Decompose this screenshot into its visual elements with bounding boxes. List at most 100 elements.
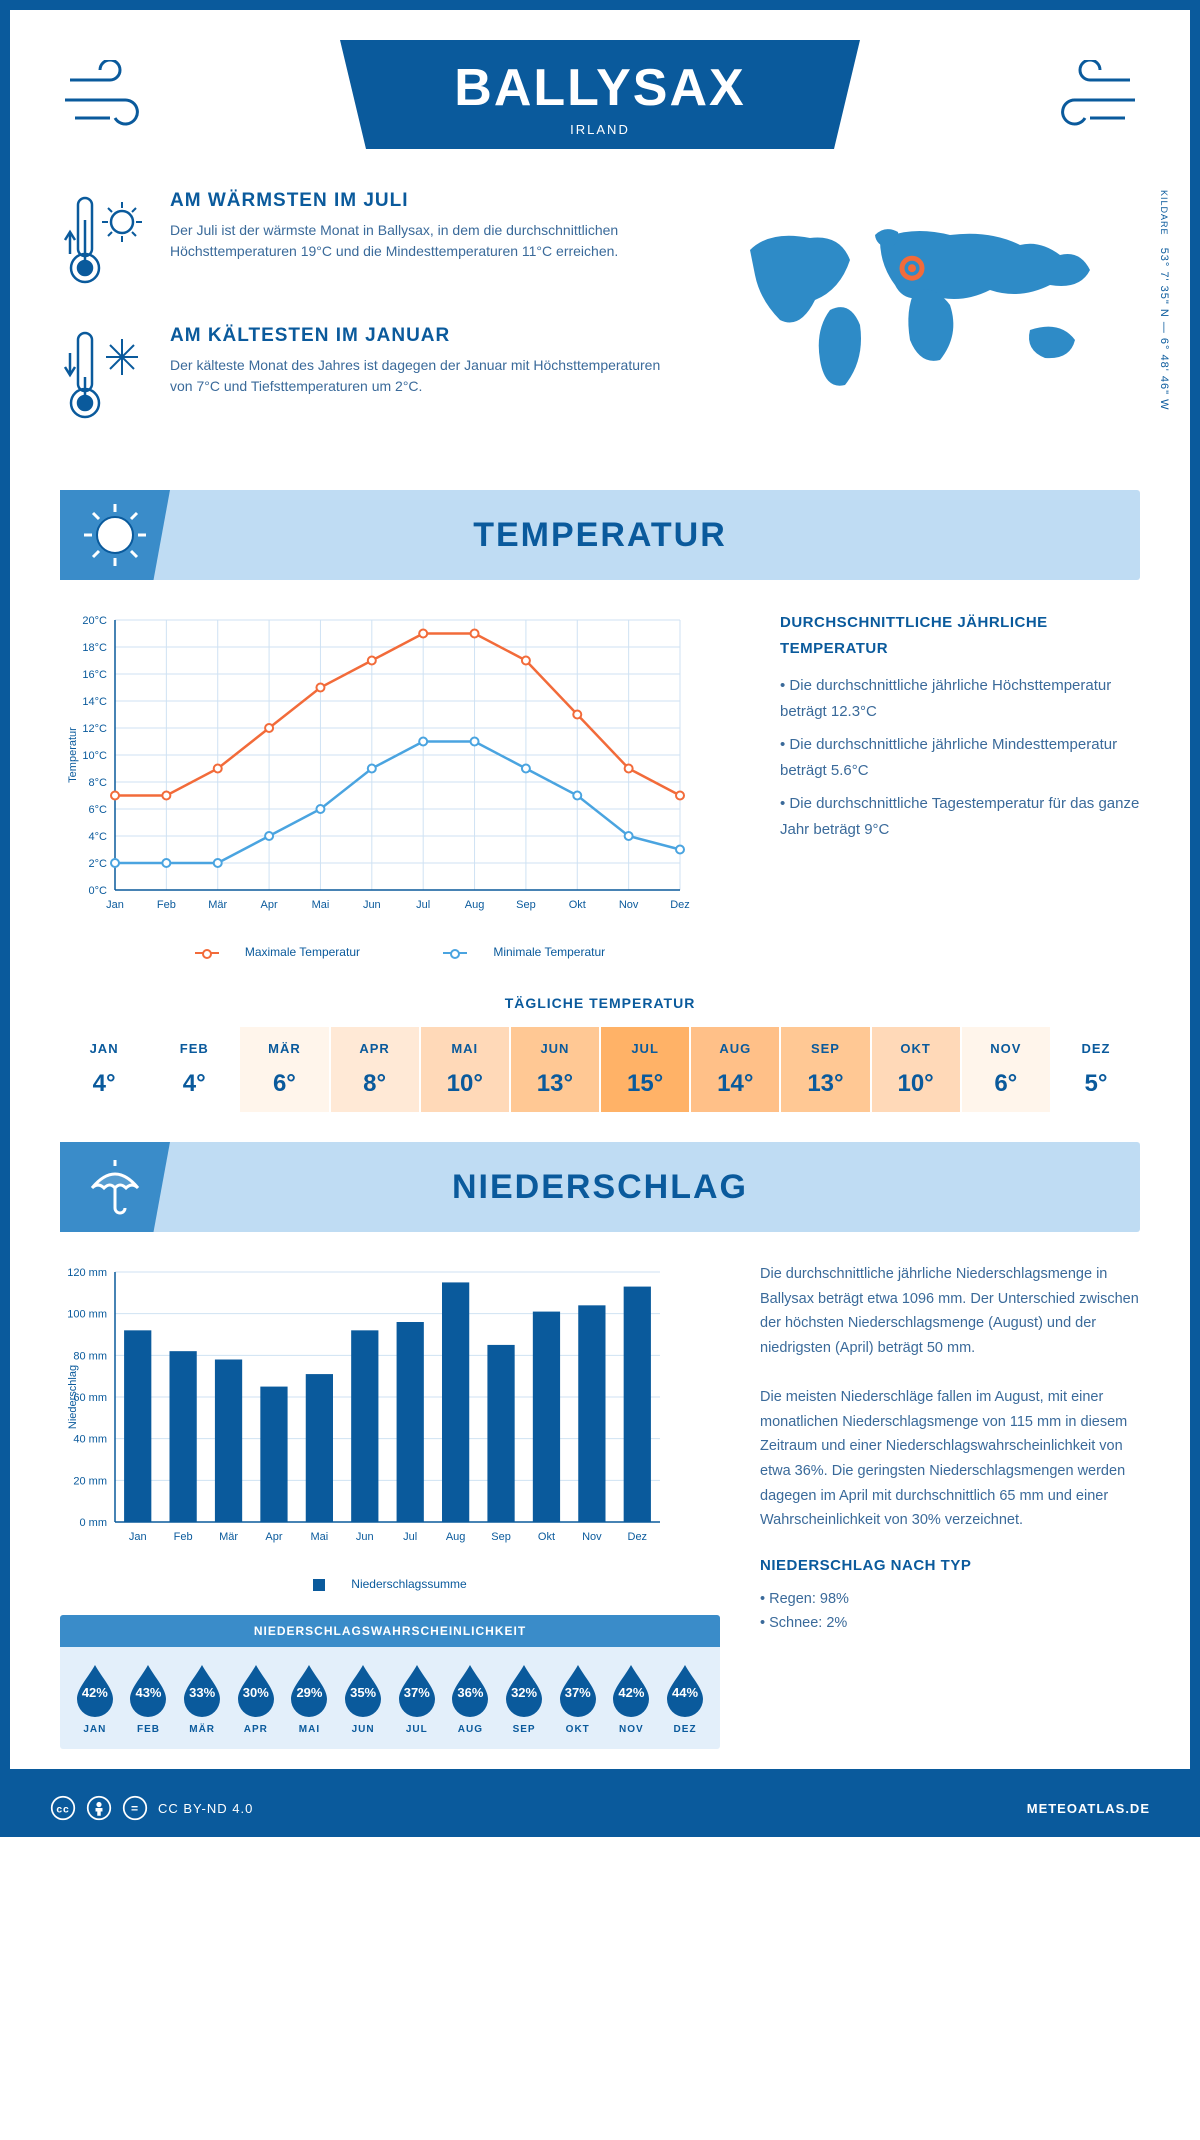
svg-text:Aug: Aug xyxy=(446,1531,466,1543)
probability-drop: 35%JUN xyxy=(340,1661,386,1735)
svg-text:80 mm: 80 mm xyxy=(73,1350,107,1362)
daily-cell: APR8° xyxy=(331,1027,421,1112)
coordinates: KILDARE 53° 7' 35" N — 6° 48' 46" W xyxy=(1158,190,1170,410)
warmest-heading: AM WÄRMSTEN IM JULI xyxy=(170,190,680,212)
svg-text:Feb: Feb xyxy=(157,899,176,911)
svg-text:Niederschlag: Niederschlag xyxy=(67,1365,79,1429)
svg-text:20 mm: 20 mm xyxy=(73,1475,107,1487)
svg-text:40 mm: 40 mm xyxy=(73,1434,107,1446)
wind-icon xyxy=(1030,60,1140,145)
svg-text:12°C: 12°C xyxy=(82,723,107,735)
temperature-legend: Maximale Temperatur Minimale Temperatur xyxy=(60,945,740,959)
temperature-section-header: TEMPERATUR xyxy=(60,490,1140,580)
svg-text:Jan: Jan xyxy=(106,899,124,911)
coldest-body: Der kälteste Monat des Jahres ist dagege… xyxy=(170,355,680,397)
precipitation-section-header: NIEDERSCHLAG xyxy=(60,1142,1140,1232)
daily-cell: OKT10° xyxy=(872,1027,962,1112)
svg-text:Feb: Feb xyxy=(174,1531,193,1543)
probability-drop: 36%AUG xyxy=(447,1661,493,1735)
svg-text:Dez: Dez xyxy=(670,899,690,911)
daily-temp-title: TÄGLICHE TEMPERATUR xyxy=(60,995,1140,1011)
precipitation-info: Die durchschnittliche jährliche Niedersc… xyxy=(760,1262,1140,1636)
temperature-line-chart: 0°C 2°C 4°C 6°C 8°C 10°C 12°C 14°C 16°C 18°C 20°C J… xyxy=(60,610,740,959)
daily-cell: MAI10° xyxy=(421,1027,511,1112)
precipitation-legend: Niederschlagssumme xyxy=(60,1577,720,1591)
svg-text:Mai: Mai xyxy=(312,899,330,911)
probability-drop: 43%FEB xyxy=(125,1661,171,1735)
footer: cc = CC BY-ND 4.0 METEOATLAS.DE xyxy=(0,1779,1200,1837)
svg-text:18°C: 18°C xyxy=(82,642,107,654)
svg-text:Nov: Nov xyxy=(582,1531,602,1543)
svg-text:Aug: Aug xyxy=(465,899,485,911)
page-title: BALLYSAX xyxy=(340,58,860,118)
daily-cell: SEP13° xyxy=(781,1027,871,1112)
precipitation-probability-box: NIEDERSCHLAGSWAHRSCHEINLICHKEIT 42%JAN43… xyxy=(60,1615,720,1749)
site-name: METEOATLAS.DE xyxy=(1027,1801,1150,1816)
svg-text:16°C: 16°C xyxy=(82,669,107,681)
svg-text:cc: cc xyxy=(56,1804,69,1815)
svg-text:Jul: Jul xyxy=(416,899,430,911)
svg-text:0 mm: 0 mm xyxy=(80,1517,108,1529)
svg-text:Mär: Mär xyxy=(219,1531,238,1543)
svg-text:Mai: Mai xyxy=(311,1531,329,1543)
header: BALLYSAX IRLAND xyxy=(60,40,1140,170)
precipitation-bar-chart: 0 mm20 mm40 mm60 mm80 mm100 mm120 mmNied… xyxy=(60,1262,720,1591)
warmest-body: Der Juli ist der wärmste Monat in Ballys… xyxy=(170,220,680,262)
svg-text:8°C: 8°C xyxy=(89,777,108,789)
sun-icon xyxy=(60,490,170,580)
svg-text:Apr: Apr xyxy=(261,899,278,911)
svg-text:14°C: 14°C xyxy=(82,696,107,708)
svg-text:Okt: Okt xyxy=(538,1531,555,1543)
daily-cell: FEB4° xyxy=(150,1027,240,1112)
probability-drop: 33%MÄR xyxy=(179,1661,225,1735)
daily-cell: JUL15° xyxy=(601,1027,691,1112)
thermometer-hot-icon xyxy=(60,190,150,295)
probability-drop: 44%DEZ xyxy=(662,1661,708,1735)
probability-drop: 30%APR xyxy=(233,1661,279,1735)
probability-drop: 37%JUL xyxy=(394,1661,440,1735)
daily-cell: AUG14° xyxy=(691,1027,781,1112)
svg-text:Jan: Jan xyxy=(129,1531,147,1543)
world-map: KILDARE 53° 7' 35" N — 6° 48' 46" W xyxy=(720,190,1140,460)
svg-text:Apr: Apr xyxy=(265,1531,282,1543)
svg-text:Jul: Jul xyxy=(403,1531,417,1543)
svg-text:Sep: Sep xyxy=(516,899,536,911)
title-band: BALLYSAX IRLAND xyxy=(340,40,860,149)
svg-text:20°C: 20°C xyxy=(82,615,107,627)
probability-drop: 42%JAN xyxy=(72,1661,118,1735)
daily-cell: JAN4° xyxy=(60,1027,150,1112)
svg-text:Jun: Jun xyxy=(363,899,381,911)
probability-drop: 42%NOV xyxy=(608,1661,654,1735)
svg-text:Nov: Nov xyxy=(619,899,639,911)
daily-cell: NOV6° xyxy=(962,1027,1052,1112)
temperature-info: DURCHSCHNITTLICHE JÄHRLICHE TEMPERATUR •… xyxy=(780,610,1140,850)
coldest-heading: AM KÄLTESTEN IM JANUAR xyxy=(170,325,680,347)
svg-text:10°C: 10°C xyxy=(82,750,107,762)
svg-text:Sep: Sep xyxy=(491,1531,511,1543)
coldest-block: AM KÄLTESTEN IM JANUAR Der kälteste Mona… xyxy=(60,325,680,430)
probability-drop: 29%MAI xyxy=(286,1661,332,1735)
probability-drop: 32%SEP xyxy=(501,1661,547,1735)
svg-text:4°C: 4°C xyxy=(89,831,108,843)
svg-text:0°C: 0°C xyxy=(89,885,108,897)
warmest-block: AM WÄRMSTEN IM JULI Der Juli ist der wär… xyxy=(60,190,680,295)
license: cc = CC BY-ND 4.0 xyxy=(50,1795,253,1821)
svg-text:2°C: 2°C xyxy=(89,858,108,870)
probability-drop: 37%OKT xyxy=(555,1661,601,1735)
svg-text:Okt: Okt xyxy=(569,899,586,911)
umbrella-icon xyxy=(60,1142,170,1232)
daily-temperature-table: JAN4°FEB4°MÄR6°APR8°MAI10°JUN13°JUL15°AU… xyxy=(60,1027,1140,1112)
page-subtitle: IRLAND xyxy=(340,122,860,137)
thermometer-cold-icon xyxy=(60,325,150,430)
svg-text:Mär: Mär xyxy=(208,899,227,911)
svg-text:100 mm: 100 mm xyxy=(67,1309,107,1321)
daily-cell: DEZ5° xyxy=(1052,1027,1140,1112)
svg-text:6°C: 6°C xyxy=(89,804,108,816)
daily-cell: MÄR6° xyxy=(240,1027,330,1112)
svg-text:=: = xyxy=(131,1801,139,1815)
svg-text:Dez: Dez xyxy=(628,1531,648,1543)
svg-text:Jun: Jun xyxy=(356,1531,374,1543)
svg-text:120 mm: 120 mm xyxy=(67,1267,107,1279)
svg-text:Temperatur: Temperatur xyxy=(67,727,79,783)
wind-icon xyxy=(60,60,170,145)
